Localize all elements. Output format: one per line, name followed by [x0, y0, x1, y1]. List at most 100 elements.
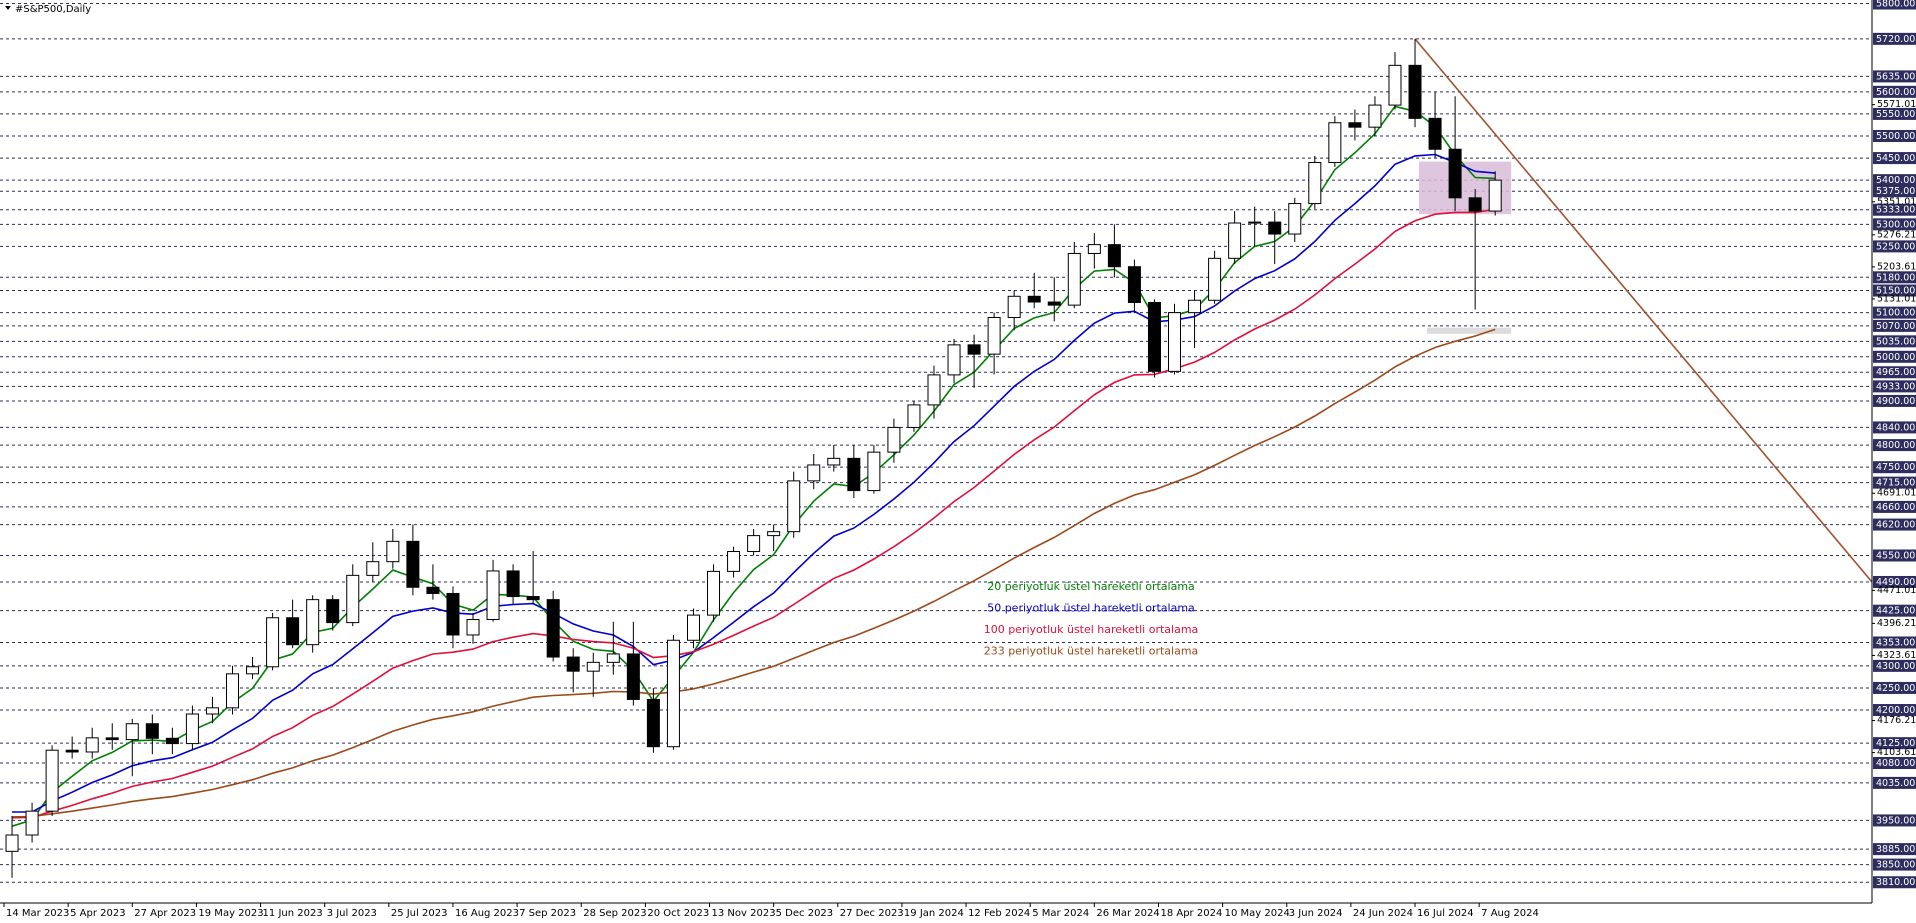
legend-entry: 50 periyotluk üstel hareketli ortalama	[987, 602, 1195, 615]
candle-body	[506, 570, 520, 598]
level-label-box	[1873, 107, 1916, 120]
candle-body	[426, 586, 440, 594]
candle-body	[987, 316, 1001, 355]
level-label-box	[1873, 130, 1916, 143]
candle-body	[1448, 148, 1462, 199]
level-label: 3810.00	[1876, 877, 1915, 888]
level-label-box	[1873, 152, 1916, 165]
x-tick-label: 27 Apr 2023	[134, 908, 196, 919]
candle-body	[707, 570, 721, 616]
candle-body	[5, 834, 19, 852]
level-label: 5450.00	[1876, 153, 1915, 164]
candle-body	[326, 599, 340, 624]
level-label: 4250.00	[1876, 683, 1915, 694]
candle-body	[646, 698, 660, 748]
level-label-box	[1873, 70, 1916, 83]
level-label-box	[1873, 271, 1916, 284]
level-label-box	[1873, 636, 1916, 649]
candle-body	[1107, 244, 1121, 268]
candle-body	[1007, 295, 1021, 318]
x-tick-label: 18 Apr 2024	[1160, 908, 1222, 919]
level-label: 5375.00	[1876, 186, 1915, 197]
level-label-box	[1873, 85, 1916, 98]
candle-body	[847, 457, 861, 492]
level-label-box	[1873, 604, 1916, 617]
level-label: 5550.00	[1876, 109, 1915, 120]
candle-body	[246, 666, 260, 675]
level-label-box	[1873, 350, 1916, 363]
level-label-box	[1873, 876, 1916, 889]
level-label: 4900.00	[1876, 396, 1915, 407]
level-label: 4080.00	[1876, 758, 1915, 769]
level-label: 4490.00	[1876, 577, 1915, 588]
level-label-box	[1873, 659, 1916, 672]
candle-body	[486, 570, 500, 621]
candle-body	[286, 617, 300, 646]
candle-body	[606, 653, 620, 663]
level-label: 4660.00	[1876, 502, 1915, 513]
title-icon	[5, 6, 11, 10]
x-tick-label: 25 Jul 2023	[391, 908, 448, 919]
level-label: 4425.00	[1876, 606, 1915, 617]
level-label: 5800.00	[1876, 0, 1915, 10]
x-tick-label: 12 Feb 2024	[968, 908, 1030, 919]
y-tick-label: 4103.61	[1877, 747, 1916, 758]
x-tick-label: 19 May 2023	[198, 908, 263, 919]
y-tick-label: 4691.01	[1877, 488, 1916, 499]
legend-entry: 100 periyotluk üstel hareketli ortalama	[984, 623, 1199, 636]
candle-body	[1308, 161, 1322, 205]
level-label-box	[1873, 0, 1916, 10]
level-label: 5500.00	[1876, 131, 1915, 142]
level-label: 5300.00	[1876, 219, 1915, 230]
level-label-box	[1873, 32, 1916, 45]
level-label-box	[1873, 240, 1916, 253]
candle-body	[145, 723, 159, 739]
candle-body	[346, 574, 360, 624]
candle-body	[887, 426, 901, 453]
candle-body	[165, 737, 179, 745]
level-label: 5635.00	[1876, 71, 1915, 82]
candle-body	[65, 749, 79, 753]
candle-body	[526, 596, 540, 601]
candle-body	[787, 480, 801, 533]
candle-body	[1127, 266, 1141, 303]
level-label-box	[1873, 518, 1916, 531]
level-label-box	[1873, 319, 1916, 332]
candle-body	[947, 344, 961, 376]
x-tick-label: 13 Nov 2023	[712, 908, 776, 919]
level-label: 4715.00	[1876, 478, 1915, 489]
y-tick-label: 5203.61	[1877, 261, 1916, 272]
candle-body	[366, 561, 380, 576]
level-label-box	[1873, 737, 1916, 750]
level-label: 5070.00	[1876, 321, 1915, 332]
level-label-box	[1873, 575, 1916, 588]
y-tick-label: 5351.01	[1877, 196, 1916, 207]
candle-body	[747, 535, 761, 553]
x-tick-label: 20 Oct 2023	[647, 908, 709, 919]
level-label-box	[1873, 284, 1916, 297]
candle-body	[1168, 312, 1182, 372]
legend-entry: 233 periyotluk üstel hareketli ortalama	[984, 645, 1199, 658]
moving-average	[12, 153, 1496, 813]
candle-body	[586, 661, 600, 672]
level-label: 4125.00	[1876, 738, 1915, 749]
candle-body	[546, 599, 560, 658]
y-tick-label: 4471.01	[1877, 585, 1916, 596]
level-label: 5720.00	[1876, 34, 1915, 45]
moving-average	[11, 328, 1496, 818]
level-label: 5333.00	[1876, 205, 1915, 216]
x-tick-label: 16 Jul 2024	[1417, 908, 1474, 919]
candle-body	[1188, 299, 1202, 314]
candle-body	[1488, 179, 1502, 212]
level-label-box	[1873, 185, 1916, 198]
candle-body	[225, 673, 239, 709]
level-label-box	[1873, 380, 1916, 393]
level-label: 4550.00	[1876, 550, 1915, 561]
level-label-box	[1873, 218, 1916, 231]
level-label: 5035.00	[1876, 336, 1915, 347]
candle-body	[306, 599, 320, 646]
x-tick-label: 3 Jun 2024	[1289, 908, 1343, 919]
level-label: 3950.00	[1876, 815, 1915, 826]
x-tick-label: 11 Jun 2023	[263, 908, 323, 919]
